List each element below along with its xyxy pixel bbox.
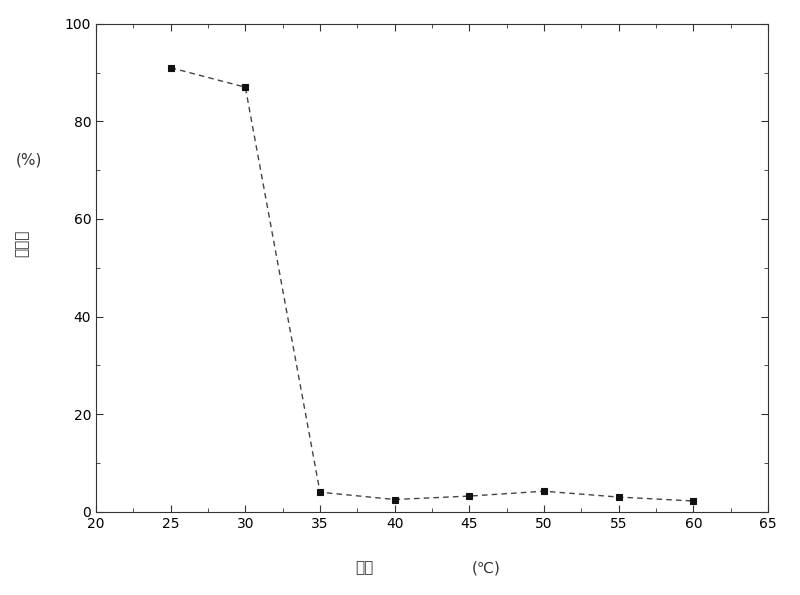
Text: 温度: 温度 bbox=[356, 560, 374, 575]
Text: (%): (%) bbox=[16, 153, 42, 168]
Text: (℃): (℃) bbox=[471, 560, 500, 575]
Text: 透光率: 透光率 bbox=[14, 230, 30, 257]
